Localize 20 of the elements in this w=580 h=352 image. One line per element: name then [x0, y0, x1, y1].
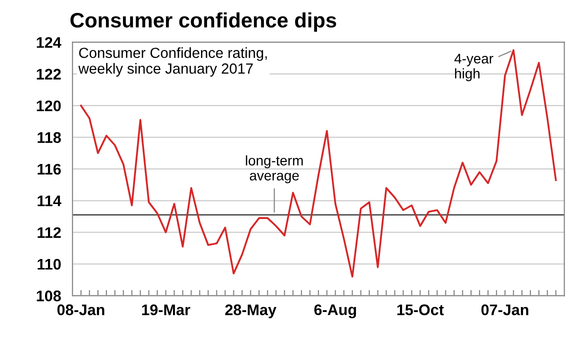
y-tick-label: 122	[36, 68, 61, 80]
y-tick-label: 116	[38, 164, 61, 175]
x-tick-label: 07-Jan	[481, 304, 528, 316]
text: Consumer Confidence rating, weekly since January 2017	[78, 47, 267, 77]
y-tick-label: 114	[38, 196, 62, 206]
chart-title: Consumer confidence dips	[70, 12, 336, 32]
line-series	[80, 49, 557, 278]
x-tick-label: 28-May	[225, 304, 276, 318]
x-tick-label: 19-Mar	[142, 304, 190, 316]
y-tick-label: 124	[36, 37, 62, 48]
ref-line-label: long-term average	[246, 155, 303, 184]
y-tick-label: 110	[38, 258, 61, 270]
x-tick-label: 08-Jan	[57, 304, 104, 316]
y-tick-label: 118	[38, 132, 61, 143]
y-tick-label: 112	[38, 227, 61, 238]
annotation: 4-year high	[454, 54, 494, 82]
x-tick-label: 15-Oct	[397, 304, 444, 316]
y-tick-label: 120	[36, 100, 61, 112]
y-tick-label: 108	[36, 290, 61, 302]
x-tick-label: 6-Aug	[314, 304, 356, 318]
